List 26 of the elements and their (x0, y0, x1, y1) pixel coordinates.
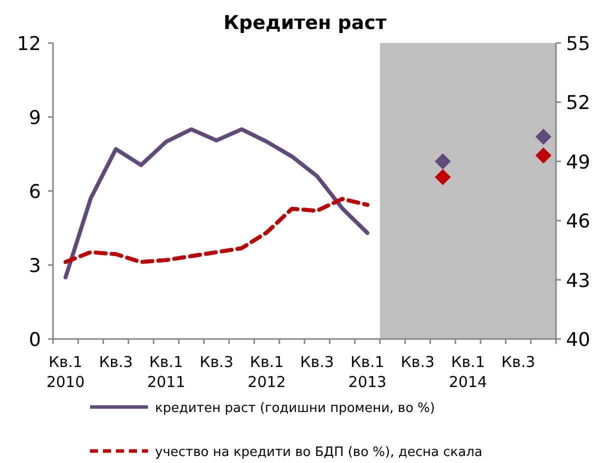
x-tick-label: Кв.3 (400, 353, 435, 371)
line-series (64, 196, 370, 264)
x-tick-label: Кв.3 (98, 353, 133, 371)
chart-title: Кредитен раст (223, 12, 387, 34)
y2-tick-label: 55 (566, 33, 590, 55)
x-tick-label: Кв.1 2013 (348, 353, 386, 391)
x-tick-label: Кв.1 2014 (448, 353, 488, 391)
legend-label: учество на кредити во БДП (во %), десна скала (155, 445, 482, 460)
y2-tick-label: 43 (566, 270, 590, 292)
y2-tick-label: 46 (566, 210, 590, 233)
y-tick-label: 9 (28, 107, 41, 129)
x-tick-label: Кв.1 2012 (248, 353, 286, 391)
x-tick-label: Кв.3 (200, 353, 234, 371)
y2-tick-label: 52 (566, 92, 590, 114)
x-tick-label: Кв.3 (300, 353, 334, 371)
y-tick-label: 3 (28, 255, 41, 277)
legend-label: кредитен раст (годишни промени, во %) (155, 401, 435, 416)
line-series (64, 127, 370, 280)
x-tick-label: Кв.1 2010 (46, 353, 85, 391)
x-tick-label: Кв.1 2011 (147, 353, 186, 391)
y2-tick-label: 40 (566, 329, 590, 351)
y-tick-label: 6 (28, 181, 41, 203)
x-tick-label: Кв.3 (501, 353, 536, 371)
y-tick-label: 0 (28, 329, 41, 351)
y2-tick-label: 49 (566, 151, 590, 174)
y-tick-label: 12 (16, 33, 41, 55)
